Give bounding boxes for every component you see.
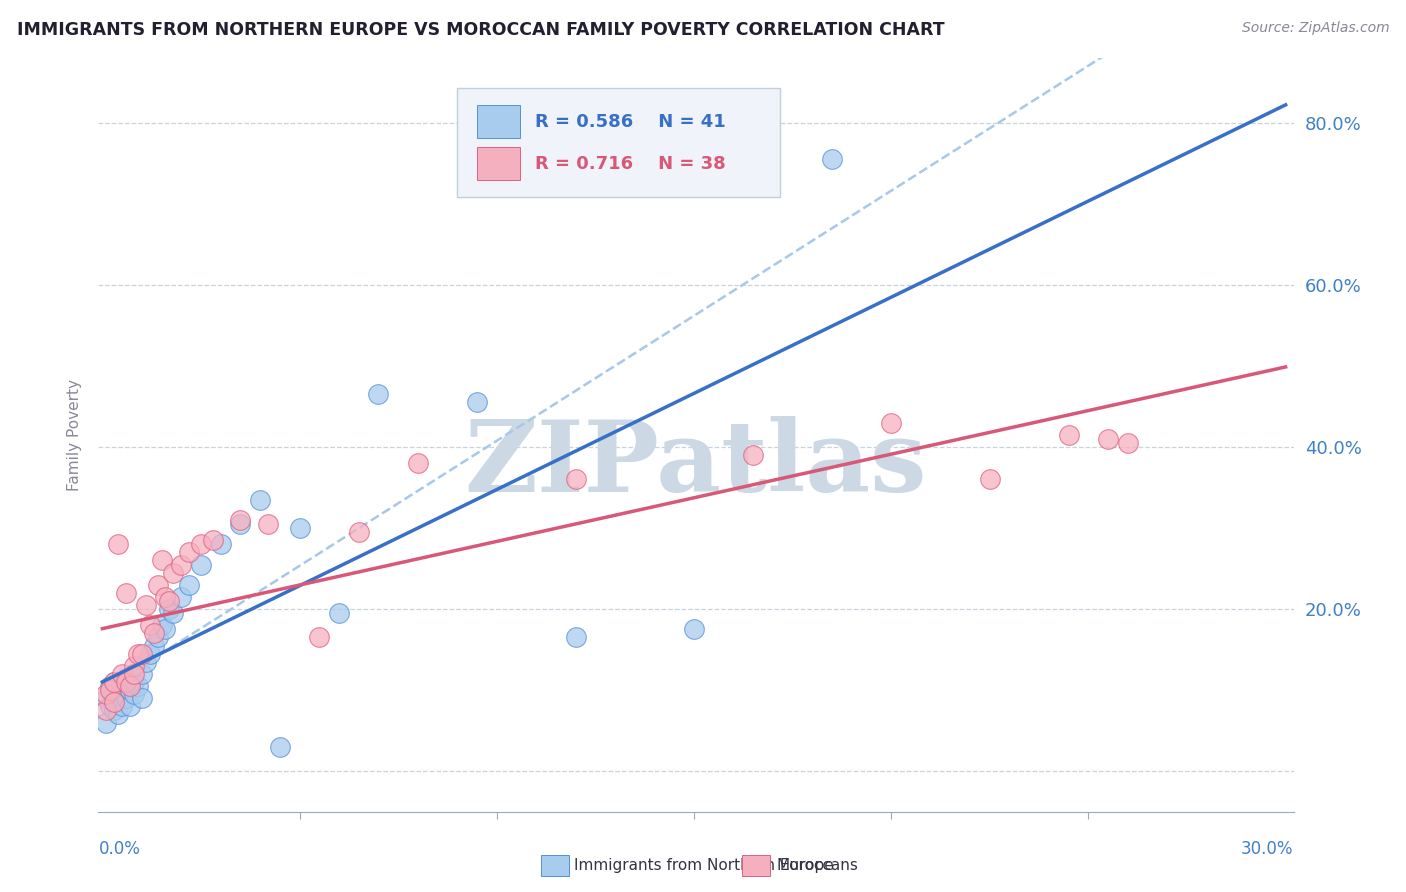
Point <box>157 602 180 616</box>
Point <box>115 691 138 706</box>
Text: R = 0.716    N = 38: R = 0.716 N = 38 <box>534 155 725 173</box>
Point <box>103 675 125 690</box>
Point <box>118 679 141 693</box>
Point <box>155 590 177 604</box>
Text: IMMIGRANTS FROM NORTHERN EUROPE VS MOROCCAN FAMILY POVERTY CORRELATION CHART: IMMIGRANTS FROM NORTHERN EUROPE VS MOROC… <box>17 21 945 38</box>
Point <box>107 707 129 722</box>
Point <box>98 699 121 714</box>
Point <box>98 679 121 693</box>
Point <box>146 631 169 645</box>
Point <box>96 691 118 706</box>
Point <box>308 631 330 645</box>
Point <box>249 492 271 507</box>
Point <box>127 647 149 661</box>
Point <box>367 387 389 401</box>
Point <box>107 537 129 551</box>
Point <box>170 590 193 604</box>
Text: 30.0%: 30.0% <box>1241 840 1294 858</box>
Point <box>162 606 184 620</box>
Point <box>122 658 145 673</box>
Point <box>131 691 153 706</box>
Point <box>190 537 212 551</box>
Point <box>880 416 903 430</box>
Point <box>162 566 184 580</box>
Point <box>150 553 173 567</box>
Point <box>122 687 145 701</box>
Point <box>257 516 280 531</box>
Point <box>131 667 153 681</box>
Point <box>1057 428 1080 442</box>
Point <box>111 679 134 693</box>
Point <box>190 558 212 572</box>
Point <box>406 456 429 470</box>
Point <box>122 667 145 681</box>
Point <box>96 715 118 730</box>
Point <box>103 675 125 690</box>
Point <box>142 626 165 640</box>
Point <box>288 521 311 535</box>
Point <box>347 525 370 540</box>
Point <box>107 691 129 706</box>
Text: R = 0.586    N = 41: R = 0.586 N = 41 <box>534 113 725 131</box>
Point <box>96 687 118 701</box>
Point <box>564 472 586 486</box>
Bar <box>477 105 520 138</box>
Y-axis label: Family Poverty: Family Poverty <box>66 379 82 491</box>
Text: ZIPatlas: ZIPatlas <box>465 417 927 514</box>
FancyBboxPatch shape <box>457 88 780 197</box>
Text: 0.0%: 0.0% <box>98 840 141 858</box>
Point <box>115 675 138 690</box>
Point <box>209 537 232 551</box>
Point <box>170 558 193 572</box>
Point <box>138 618 160 632</box>
Point <box>229 516 252 531</box>
Point <box>1097 432 1119 446</box>
Point <box>150 618 173 632</box>
Bar <box>477 147 520 180</box>
Point <box>103 703 125 717</box>
Text: Immigrants from Northern Europe: Immigrants from Northern Europe <box>574 858 834 872</box>
Text: Moroccans: Moroccans <box>776 858 858 872</box>
Point <box>138 647 160 661</box>
Point <box>135 655 157 669</box>
Point <box>201 533 224 548</box>
Point <box>127 679 149 693</box>
Point <box>115 671 138 685</box>
Point <box>157 594 180 608</box>
Point <box>131 647 153 661</box>
Point <box>979 472 1001 486</box>
Point <box>111 699 134 714</box>
Point <box>118 699 141 714</box>
Point <box>465 395 488 409</box>
Point <box>146 578 169 592</box>
Text: Source: ZipAtlas.com: Source: ZipAtlas.com <box>1241 21 1389 35</box>
Point <box>122 675 145 690</box>
Point <box>229 513 252 527</box>
Point <box>179 578 201 592</box>
Point <box>103 695 125 709</box>
Point <box>118 683 141 698</box>
Point <box>564 631 586 645</box>
Point <box>269 739 291 754</box>
Point <box>111 667 134 681</box>
Point <box>135 598 157 612</box>
Point <box>1116 436 1139 450</box>
Point <box>96 703 118 717</box>
Point <box>821 153 844 167</box>
Point <box>142 639 165 653</box>
Point <box>742 448 765 462</box>
Point <box>683 623 706 637</box>
Point <box>155 623 177 637</box>
Point <box>179 545 201 559</box>
Point <box>98 683 121 698</box>
Point <box>115 586 138 600</box>
Point <box>328 606 350 620</box>
